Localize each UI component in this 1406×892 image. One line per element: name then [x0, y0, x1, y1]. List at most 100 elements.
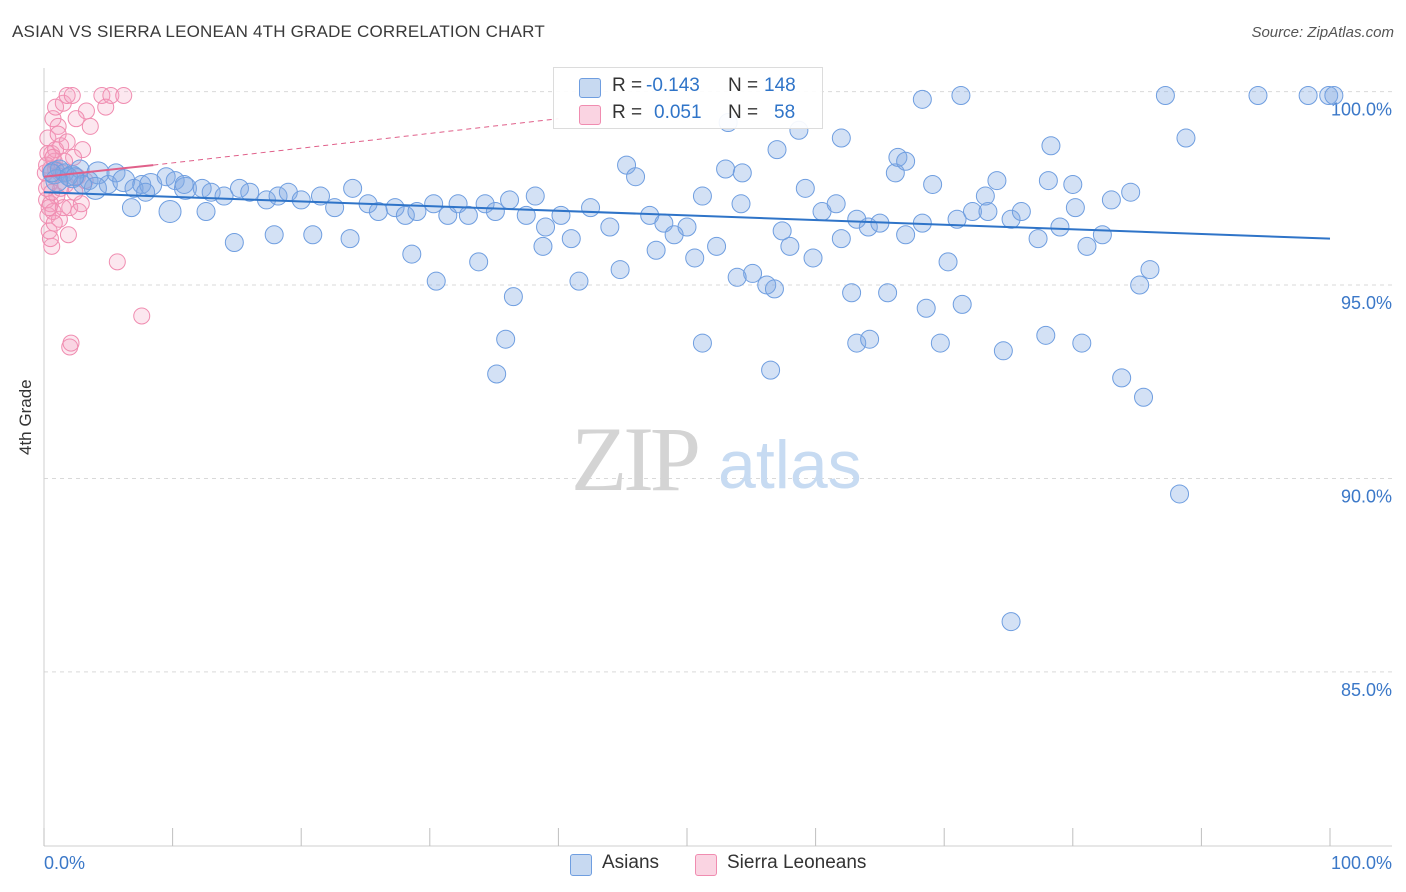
point-asian	[962, 202, 982, 222]
point-asian	[716, 159, 736, 179]
point-asian	[626, 167, 646, 187]
point-asian	[240, 182, 260, 202]
point-sierra-leonean	[67, 110, 85, 128]
point-asian	[536, 217, 556, 237]
point-asian	[1170, 484, 1190, 504]
point-asian	[214, 186, 234, 206]
legend-label-sierra-leoneans: Sierra Leoneans	[727, 852, 867, 873]
point-asian	[923, 174, 943, 194]
point-sierra-leonean	[115, 86, 133, 104]
point-asian	[767, 140, 787, 160]
y-tick-label: 95.0%	[1341, 293, 1392, 313]
point-asian	[402, 244, 422, 264]
point-asian	[1028, 229, 1048, 249]
point-sierra-leonean	[47, 98, 65, 116]
point-asian	[1050, 217, 1070, 237]
watermark-zip: ZIP	[571, 408, 698, 510]
point-asian	[831, 128, 851, 148]
point-asian	[795, 178, 815, 198]
point-asian	[581, 198, 601, 218]
point-asian	[847, 333, 867, 353]
point-asian	[426, 271, 446, 291]
watermark-atlas: atlas	[718, 427, 862, 503]
point-asian	[732, 163, 752, 183]
point-asian	[1041, 136, 1061, 156]
point-asian	[1298, 85, 1318, 105]
point-asian	[1140, 260, 1160, 280]
legend-n-value: 148	[764, 75, 796, 96]
point-asian	[803, 248, 823, 268]
point-asian	[1130, 275, 1150, 295]
legend-swatch-asians	[579, 78, 601, 98]
point-asian	[1155, 85, 1175, 105]
point-asian	[1112, 368, 1132, 388]
point-asian	[121, 198, 141, 218]
y-tick-label: 100.0%	[1331, 100, 1392, 120]
point-asian	[1248, 85, 1268, 105]
point-asian	[600, 217, 620, 237]
legend-r-value: 0.051	[654, 102, 702, 123]
point-sierra-leonean	[58, 133, 76, 151]
point-asian	[487, 364, 507, 384]
point-asian	[156, 167, 176, 187]
legend-n-label: N =	[728, 75, 759, 96]
point-asian	[516, 205, 536, 225]
point-asian	[525, 186, 545, 206]
point-asian	[975, 186, 995, 206]
point-asian	[174, 174, 194, 194]
point-asian	[780, 236, 800, 256]
point-asian	[136, 182, 156, 202]
point-asian	[685, 248, 705, 268]
point-asian	[878, 283, 898, 303]
point-sierra-leonean	[62, 334, 80, 352]
tick-labels: 100.0% 95.0% 90.0% 85.0% 0.0% 100.0%	[44, 100, 1392, 873]
legend-row-sierra-leoneans: R = 0.051 N = 58	[554, 101, 822, 127]
point-asian	[325, 198, 345, 218]
point-asian	[677, 217, 697, 237]
point-asian	[424, 194, 444, 214]
point-asian	[978, 202, 998, 222]
gridlines	[44, 91, 1392, 673]
point-asian	[930, 333, 950, 353]
point-asian	[707, 236, 727, 256]
legend-swatch-sierra-leoneans	[579, 105, 601, 125]
point-asian	[947, 209, 967, 229]
point-asian	[692, 186, 712, 206]
point-asian	[764, 279, 784, 299]
point-asian	[385, 198, 405, 218]
point-asian	[173, 176, 197, 200]
point-asian	[831, 229, 851, 249]
point-asian	[561, 229, 581, 249]
point-asian	[1101, 190, 1121, 210]
point-asian	[1324, 85, 1344, 105]
point-sierra-leonean	[44, 148, 62, 166]
point-asian	[860, 329, 880, 349]
trend-line-asians	[43, 191, 1331, 240]
point-asian	[264, 225, 284, 245]
point-asian	[847, 209, 867, 229]
watermark: ZIP atlas	[571, 408, 862, 510]
trend-line-sierra-leoneans-extension	[153, 118, 559, 166]
chart-title: ASIAN VS SIERRA LEONEAN 4TH GRADE CORREL…	[12, 22, 545, 41]
point-asian	[1001, 612, 1021, 632]
legend-r-label: R =	[612, 75, 643, 96]
axes	[43, 68, 1392, 847]
point-asian	[310, 186, 330, 206]
point-asian	[503, 287, 523, 307]
x-tick-label: 100.0%	[1331, 853, 1392, 873]
point-asian	[951, 85, 971, 105]
point-asian	[569, 271, 589, 291]
point-asian	[731, 194, 751, 214]
point-sierra-leonean	[81, 117, 99, 135]
point-asian	[1001, 209, 1021, 229]
point-asian	[938, 252, 958, 272]
point-sierra-leonean	[63, 86, 81, 104]
point-asian	[291, 190, 311, 210]
point-asian	[761, 360, 781, 380]
series-sierra-leoneans	[36, 86, 151, 356]
point-asian	[229, 178, 249, 198]
point-asian	[500, 190, 520, 210]
point-sierra-leonean	[58, 86, 76, 104]
point-asian	[158, 200, 182, 224]
